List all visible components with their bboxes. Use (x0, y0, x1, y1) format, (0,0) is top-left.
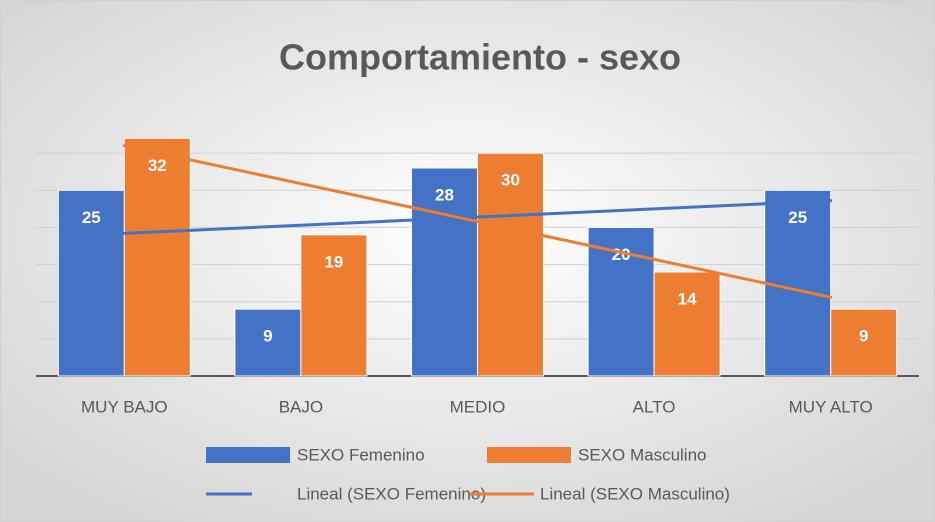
bar (830, 308, 898, 377)
x-tick-label: MEDIO (450, 397, 506, 416)
legend-swatch (487, 447, 571, 463)
bar (477, 152, 544, 377)
bar (300, 234, 368, 377)
data-label: 9 (859, 327, 868, 346)
data-label: 25 (82, 208, 101, 227)
bar (764, 189, 832, 377)
data-label: 14 (678, 289, 697, 308)
legend-label: Lineal (SEXO Masculino) (540, 484, 730, 503)
x-tick-label: BAJO (279, 397, 323, 416)
data-label: 32 (148, 156, 167, 175)
bar (123, 137, 191, 377)
legend-label: Lineal (SEXO Femenino) (297, 484, 486, 503)
bar (411, 167, 478, 377)
data-label: 20 (612, 245, 631, 264)
data-label: 30 (501, 171, 520, 190)
trendline (122, 199, 833, 235)
data-label: 28 (435, 185, 454, 204)
trendline (122, 144, 833, 299)
legend-swatch (206, 447, 290, 463)
bar (653, 271, 721, 377)
data-label: 19 (324, 252, 343, 271)
data-label: 25 (788, 208, 807, 227)
data-label: 9 (263, 327, 272, 346)
x-tick-label: ALTO (633, 397, 676, 416)
legend-label: SEXO Femenino (297, 445, 425, 464)
bar (57, 189, 125, 377)
bar (234, 308, 302, 377)
x-tick-label: MUY ALTO (789, 397, 873, 416)
legend-label: SEXO Masculino (578, 445, 707, 464)
x-tick-label: MUY BAJO (81, 397, 168, 416)
chart-title: Comportamiento - sexo (279, 37, 681, 78)
